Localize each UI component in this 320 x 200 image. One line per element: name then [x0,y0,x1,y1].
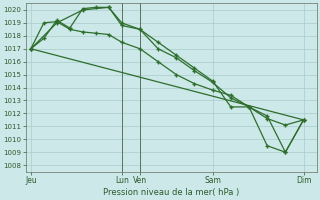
X-axis label: Pression niveau de la mer( hPa ): Pression niveau de la mer( hPa ) [103,188,239,197]
